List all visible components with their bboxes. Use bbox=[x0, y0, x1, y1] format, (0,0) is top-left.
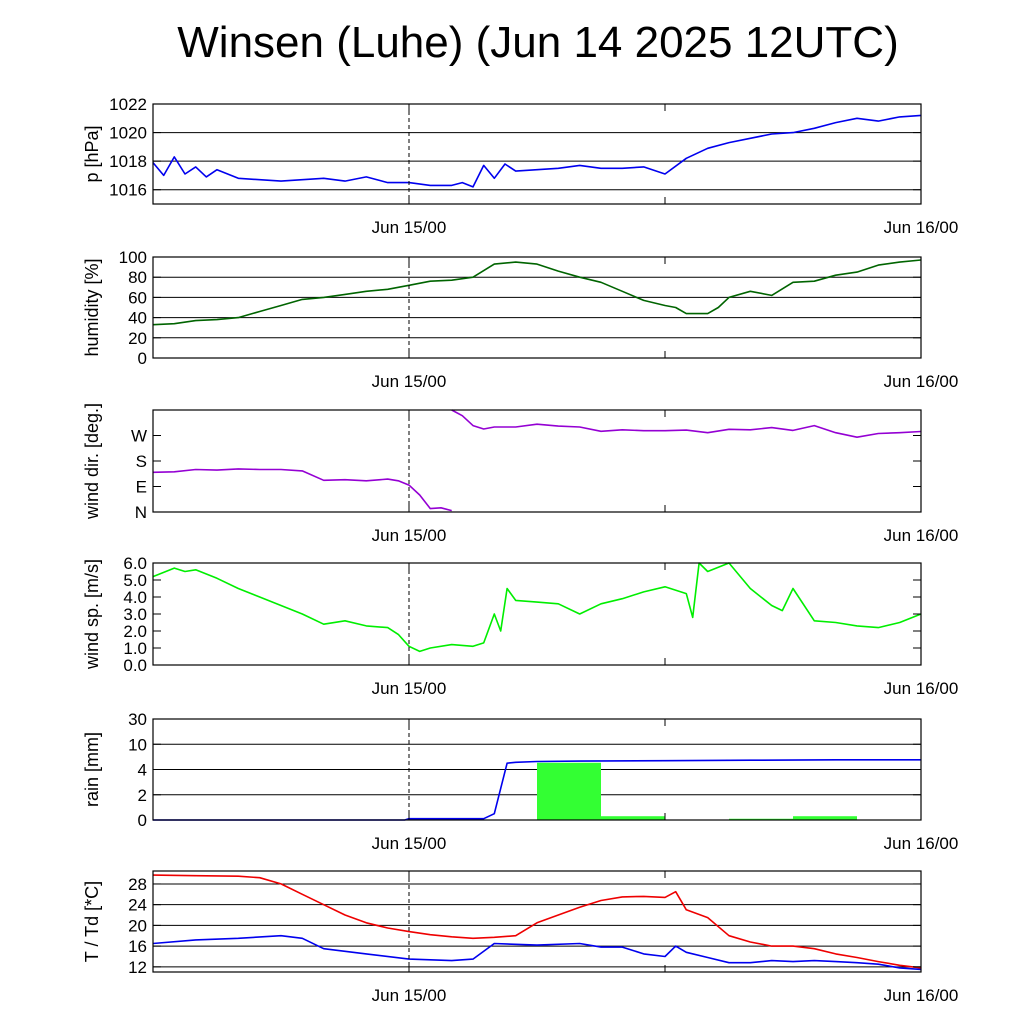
y-tick-label: 60 bbox=[128, 288, 147, 307]
y-tick-label: 5.0 bbox=[123, 571, 147, 590]
y-tick-label: 4.0 bbox=[123, 588, 147, 607]
y-axis-label: T / Td [*C] bbox=[82, 881, 102, 962]
x-tick-label: Jun 16/00 bbox=[884, 679, 959, 698]
y-tick-label: 0 bbox=[138, 811, 147, 830]
panel-frame bbox=[152, 870, 922, 973]
y-tick-label: 80 bbox=[128, 268, 147, 287]
y-tick-label: E bbox=[136, 478, 147, 497]
x-tick-label: Jun 15/00 bbox=[372, 679, 447, 698]
x-tick-label: Jun 15/00 bbox=[372, 526, 447, 545]
y-tick-label: 1.0 bbox=[123, 639, 147, 658]
series-line-wind_dir bbox=[152, 468, 452, 512]
y-tick-label: 30 bbox=[128, 710, 147, 729]
y-tick-label: 0.0 bbox=[123, 656, 147, 675]
y-tick-label: 100 bbox=[119, 248, 147, 267]
y-tick-label: 20 bbox=[128, 916, 147, 935]
y-tick-label: 1018 bbox=[109, 152, 147, 171]
x-tick-label: Jun 15/00 bbox=[372, 986, 447, 1005]
y-tick-label: S bbox=[136, 452, 147, 471]
panel-frame bbox=[152, 103, 922, 205]
x-tick-label: Jun 16/00 bbox=[884, 834, 959, 853]
x-tick-label: Jun 16/00 bbox=[884, 372, 959, 391]
x-tick-label: Jun 15/00 bbox=[372, 834, 447, 853]
panel-4 bbox=[152, 718, 922, 821]
y-tick-label: 3.0 bbox=[123, 605, 147, 624]
rain-bar bbox=[729, 818, 793, 820]
x-tick-label: Jun 16/00 bbox=[884, 986, 959, 1005]
y-tick-label: 1020 bbox=[109, 124, 147, 143]
y-axis-label: p [hPa] bbox=[82, 125, 102, 182]
panel-0 bbox=[152, 103, 922, 205]
series-line-wind_dir bbox=[451, 409, 922, 438]
y-tick-label: 10 bbox=[128, 735, 147, 754]
y-axis-label: wind dir. [deg.] bbox=[82, 403, 102, 520]
y-tick-label: W bbox=[131, 427, 147, 446]
y-tick-label: 12 bbox=[128, 958, 147, 977]
y-tick-label: 4 bbox=[138, 761, 147, 780]
y-tick-label: 28 bbox=[128, 875, 147, 894]
panel-1 bbox=[152, 256, 922, 359]
y-axis-label: rain [mm] bbox=[82, 732, 102, 807]
x-tick-label: Jun 15/00 bbox=[372, 372, 447, 391]
y-axis-label: wind sp. [m/s] bbox=[82, 559, 102, 670]
y-tick-label: 2 bbox=[138, 786, 147, 805]
panel-5 bbox=[152, 870, 922, 973]
y-tick-label: 16 bbox=[128, 937, 147, 956]
panel-frame bbox=[152, 256, 922, 359]
y-tick-label: 6.0 bbox=[123, 554, 147, 573]
y-tick-label: 2.0 bbox=[123, 622, 147, 641]
panel-frame bbox=[152, 409, 922, 513]
panel-2 bbox=[152, 409, 922, 513]
rain-bar bbox=[601, 816, 665, 820]
chart-title: Winsen (Luhe) (Jun 14 2025 12UTC) bbox=[177, 18, 899, 67]
series-line-pressure bbox=[152, 114, 922, 188]
y-tick-label: 40 bbox=[128, 309, 147, 328]
series-line-dewpoint bbox=[152, 934, 922, 971]
panel-frame bbox=[152, 562, 922, 666]
series-line-rain_line bbox=[153, 759, 921, 821]
series-line-wind_speed bbox=[152, 562, 922, 653]
x-tick-label: Jun 16/00 bbox=[884, 526, 959, 545]
y-tick-label: 20 bbox=[128, 329, 147, 348]
rain-bar bbox=[537, 762, 601, 820]
panel-3 bbox=[152, 562, 922, 666]
x-tick-label: Jun 16/00 bbox=[884, 218, 959, 237]
y-axis-label: humidity [%] bbox=[82, 258, 102, 356]
y-tick-label: 24 bbox=[128, 896, 147, 915]
series-line-temperature bbox=[152, 874, 922, 969]
rain-bar bbox=[793, 816, 857, 820]
y-tick-label: 0 bbox=[138, 349, 147, 368]
series-line-humidity bbox=[152, 259, 922, 326]
x-tick-label: Jun 15/00 bbox=[372, 218, 447, 237]
y-tick-label: 1016 bbox=[109, 181, 147, 200]
y-tick-label: 1022 bbox=[109, 95, 147, 114]
y-tick-label: N bbox=[135, 503, 147, 522]
